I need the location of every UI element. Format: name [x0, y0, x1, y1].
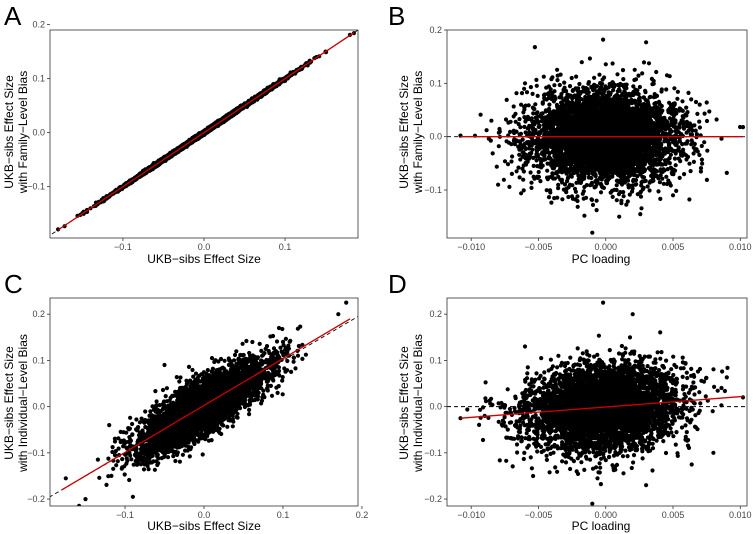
panel-c-ylabel: UKB−sibs Effect Size with Individual−Lev…: [2, 334, 30, 473]
panel-b-letter: B: [388, 1, 405, 31]
panel-d-letter: D: [388, 269, 407, 299]
panel-c-xlabel: UKB−sibs Effect Size: [147, 519, 261, 533]
panel-a-xlabel: UKB−sibs Effect Size: [147, 252, 261, 266]
panel-d: D UKB−sibs Effect Size with Individual−L…: [388, 269, 630, 533]
plot-a: −0.1 0.0 0.1−0.10.00.10.2: [27, 20, 359, 252]
panel-d-ylabel-line1: UKB−sibs Effect Size: [397, 346, 411, 460]
panel-a-letter: A: [4, 1, 22, 31]
panel-c-ylabel-line2: with Individual−Level Bias: [16, 334, 30, 473]
panel-b-ylabel-line2: with Family−Level Bias: [411, 71, 425, 194]
panel-c: C UKB−sibs Effect Size with Individual−L…: [2, 269, 261, 533]
panel-d-ylabel-line2: with Individual−Level Bias: [411, 334, 425, 473]
panel-b-ylabel-line1: UKB−sibs Effect Size: [397, 75, 411, 189]
panel-b: B UKB−sibs Effect Size with Family−Level…: [388, 1, 630, 266]
panel-d-ylabel: UKB−sibs Effect Size with Individual−Lev…: [397, 334, 425, 473]
panel-a-ylabel-line1: UKB−sibs Effect Size: [2, 75, 16, 189]
panel-b-ylabel: UKB−sibs Effect Size with Family−Level B…: [397, 71, 425, 194]
panel-c-ylabel-line1: UKB−sibs Effect Size: [2, 346, 16, 460]
panel-b-xlabel: PC loading: [572, 252, 631, 266]
panel-a: A UKB−sibs Effect Size with Family−Level…: [2, 1, 261, 266]
panel-c-letter: C: [4, 269, 23, 299]
panel-a-ylabel: UKB−sibs Effect Size with Family−Level B…: [2, 71, 30, 194]
plot-areas: −0.1 0.0 0.1−0.10.00.10.2−0.010 −0.005 0.000…: [27, 20, 751, 520]
panel-d-xlabel: PC loading: [572, 519, 631, 533]
panel-a-ylabel-line2: with Family−Level Bias: [16, 71, 30, 194]
